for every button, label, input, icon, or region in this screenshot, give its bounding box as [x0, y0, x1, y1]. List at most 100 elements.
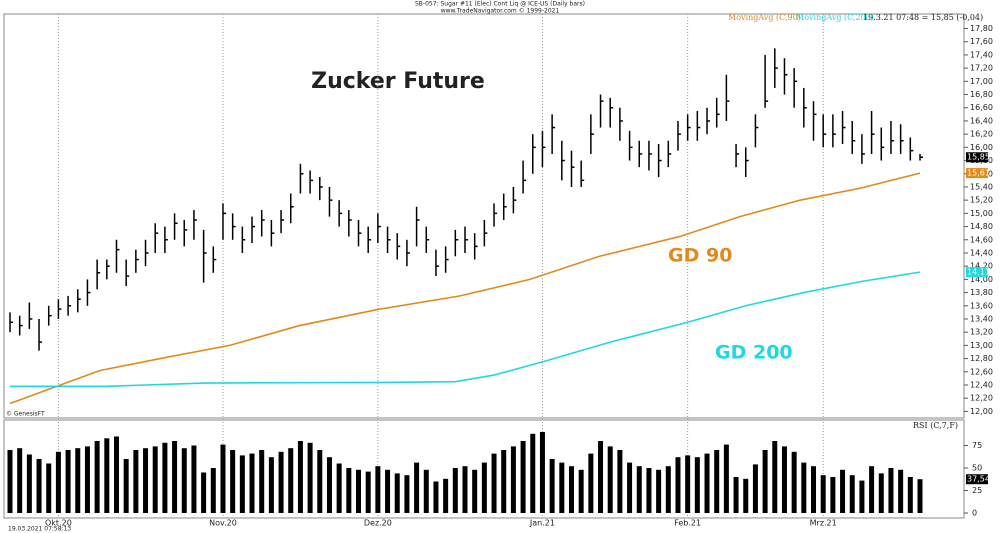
- y-tick-label: 13,80: [970, 288, 993, 297]
- y-tick-label: 17,80: [970, 24, 993, 33]
- last-label: 14,11: [967, 268, 990, 277]
- y-tick-label: 16,80: [970, 90, 993, 99]
- rsi-bar: [394, 473, 400, 513]
- rsi-bar: [239, 455, 245, 513]
- rsi-bar: [510, 446, 516, 513]
- rsi-bar: [811, 466, 817, 513]
- rsi-bar: [878, 473, 884, 513]
- rsi-bar: [36, 459, 42, 513]
- rsi-bar: [588, 453, 594, 513]
- last-marker: [966, 168, 988, 179]
- x-tick-label: Feb.21: [674, 519, 701, 528]
- rsi-bar: [46, 463, 52, 513]
- rsi-bar: [849, 475, 855, 513]
- legend-entry: MovingAvg (C,200): [796, 13, 874, 22]
- rsi-bar: [472, 469, 478, 513]
- rsi-bar: [869, 466, 875, 513]
- rsi-bar: [840, 469, 846, 513]
- rsi-bar: [191, 445, 197, 513]
- rsi-bar: [365, 471, 371, 513]
- rsi-bar: [268, 457, 274, 513]
- rsi-bar: [656, 469, 662, 513]
- rsi-bar: [627, 462, 633, 513]
- y-tick-label: 17,40: [970, 50, 993, 59]
- rsi-bar: [404, 475, 410, 513]
- annotation: GD 90: [668, 245, 732, 267]
- y-tick-label: 12,40: [970, 380, 993, 389]
- rsi-bar: [578, 469, 584, 513]
- legend-entry: MovingAvg (C,90): [728, 13, 801, 22]
- rsi-bar: [278, 451, 284, 513]
- rsi-bar: [801, 462, 807, 513]
- rsi-bar: [723, 444, 729, 513]
- rsi-bar: [694, 457, 700, 513]
- y-tick-label: 17,20: [970, 64, 993, 73]
- rsi-bar: [888, 468, 894, 513]
- source-note: © GenesisFT: [6, 411, 45, 418]
- y-tick-label: 12,00: [970, 407, 993, 416]
- rsi-bar: [530, 433, 536, 513]
- y-tick-label: 16,40: [970, 116, 993, 125]
- rsi-bar: [675, 457, 681, 513]
- y-tick-label: 25: [972, 486, 982, 495]
- y-tick-label: 12,80: [970, 354, 993, 363]
- rsi-bar: [743, 478, 749, 513]
- rsi-bar: [75, 448, 81, 513]
- y-tick-label: 12,60: [970, 367, 993, 376]
- rsi-bar: [636, 466, 642, 513]
- y-tick-label: 0: [972, 509, 977, 518]
- rsi-bar: [94, 441, 100, 513]
- rsi-bar: [559, 462, 565, 513]
- rsi-bar: [210, 468, 216, 513]
- rsi-bar: [772, 441, 778, 513]
- rsi-bar: [162, 442, 168, 513]
- rsi-bar: [549, 459, 555, 513]
- rsi-bar: [665, 466, 671, 513]
- last-marker: [966, 267, 988, 278]
- rsi-bar: [598, 441, 604, 513]
- x-tick-label: Mrz.21: [810, 519, 837, 528]
- rsi-bar: [201, 472, 207, 513]
- rsi-bar: [617, 450, 623, 513]
- last-marker: [966, 152, 988, 163]
- rsi-bar: [307, 442, 313, 513]
- rsi-bar: [907, 477, 913, 513]
- rsi-bar: [452, 468, 458, 513]
- rsi-bar: [781, 446, 787, 513]
- x-tick-label: Okt.20: [45, 519, 72, 528]
- y-tick-label: 14,80: [970, 222, 993, 231]
- rsi-bar: [172, 441, 178, 513]
- y-tick-label: 14,40: [970, 248, 993, 257]
- rsi-bar: [104, 438, 110, 513]
- rsi-bar: [462, 466, 468, 513]
- timestamp: 19.03.2021 07:58:13: [8, 526, 71, 533]
- rsi-bar: [133, 450, 139, 513]
- y-tick-label: 16,60: [970, 103, 993, 112]
- y-tick-label: 75: [972, 441, 982, 450]
- rsi-bar: [481, 462, 487, 513]
- y-tick-label: 12,20: [970, 394, 993, 403]
- moving-average: [10, 271, 921, 388]
- y-tick-label: 14,20: [970, 262, 993, 271]
- rsi-bar: [568, 466, 574, 513]
- rsi-bar: [297, 441, 303, 513]
- y-tick-label: 13,60: [970, 301, 993, 310]
- rsi-bar: [539, 432, 545, 513]
- annotation: GD 200: [715, 342, 793, 364]
- x-tick-label: Nov.20: [209, 519, 237, 528]
- rsi-bar: [520, 441, 526, 513]
- rsi-bar: [356, 469, 362, 513]
- rsi-bar: [123, 459, 129, 513]
- rsi-bar: [762, 450, 768, 513]
- rsi-bar: [288, 448, 294, 513]
- rsi-bar: [752, 464, 758, 513]
- y-tick-label: 16,20: [970, 130, 993, 139]
- rsi-bar: [685, 455, 691, 513]
- rsi-bar: [501, 450, 507, 513]
- rsi-bar: [7, 450, 13, 513]
- rsi-bar: [65, 450, 71, 513]
- rsi-bar: [491, 453, 497, 513]
- rsi-bar: [385, 469, 391, 513]
- rsi-bar: [55, 451, 61, 513]
